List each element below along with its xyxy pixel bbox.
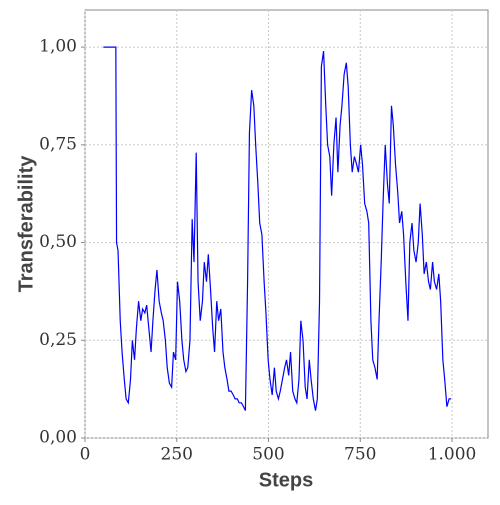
y-tick-label: 0,00 [39, 428, 77, 448]
x-tick-label: 0 [80, 445, 91, 465]
x-tick-label: 1.000 [428, 445, 477, 465]
x-tick-label: 750 [344, 445, 376, 465]
y-axis-label: Transferability [15, 155, 37, 293]
plot-area [84, 9, 489, 439]
y-tick-label: 0,50 [39, 232, 77, 252]
x-tick-label: 500 [252, 445, 284, 465]
x-tick-label: 250 [161, 445, 193, 465]
y-tick-label: 0,25 [39, 330, 77, 350]
y-tick-label: 0,75 [39, 134, 77, 154]
x-axis-label: Steps [259, 469, 313, 491]
data-line [103, 46, 451, 411]
y-tick-label: 1,00 [39, 37, 77, 57]
